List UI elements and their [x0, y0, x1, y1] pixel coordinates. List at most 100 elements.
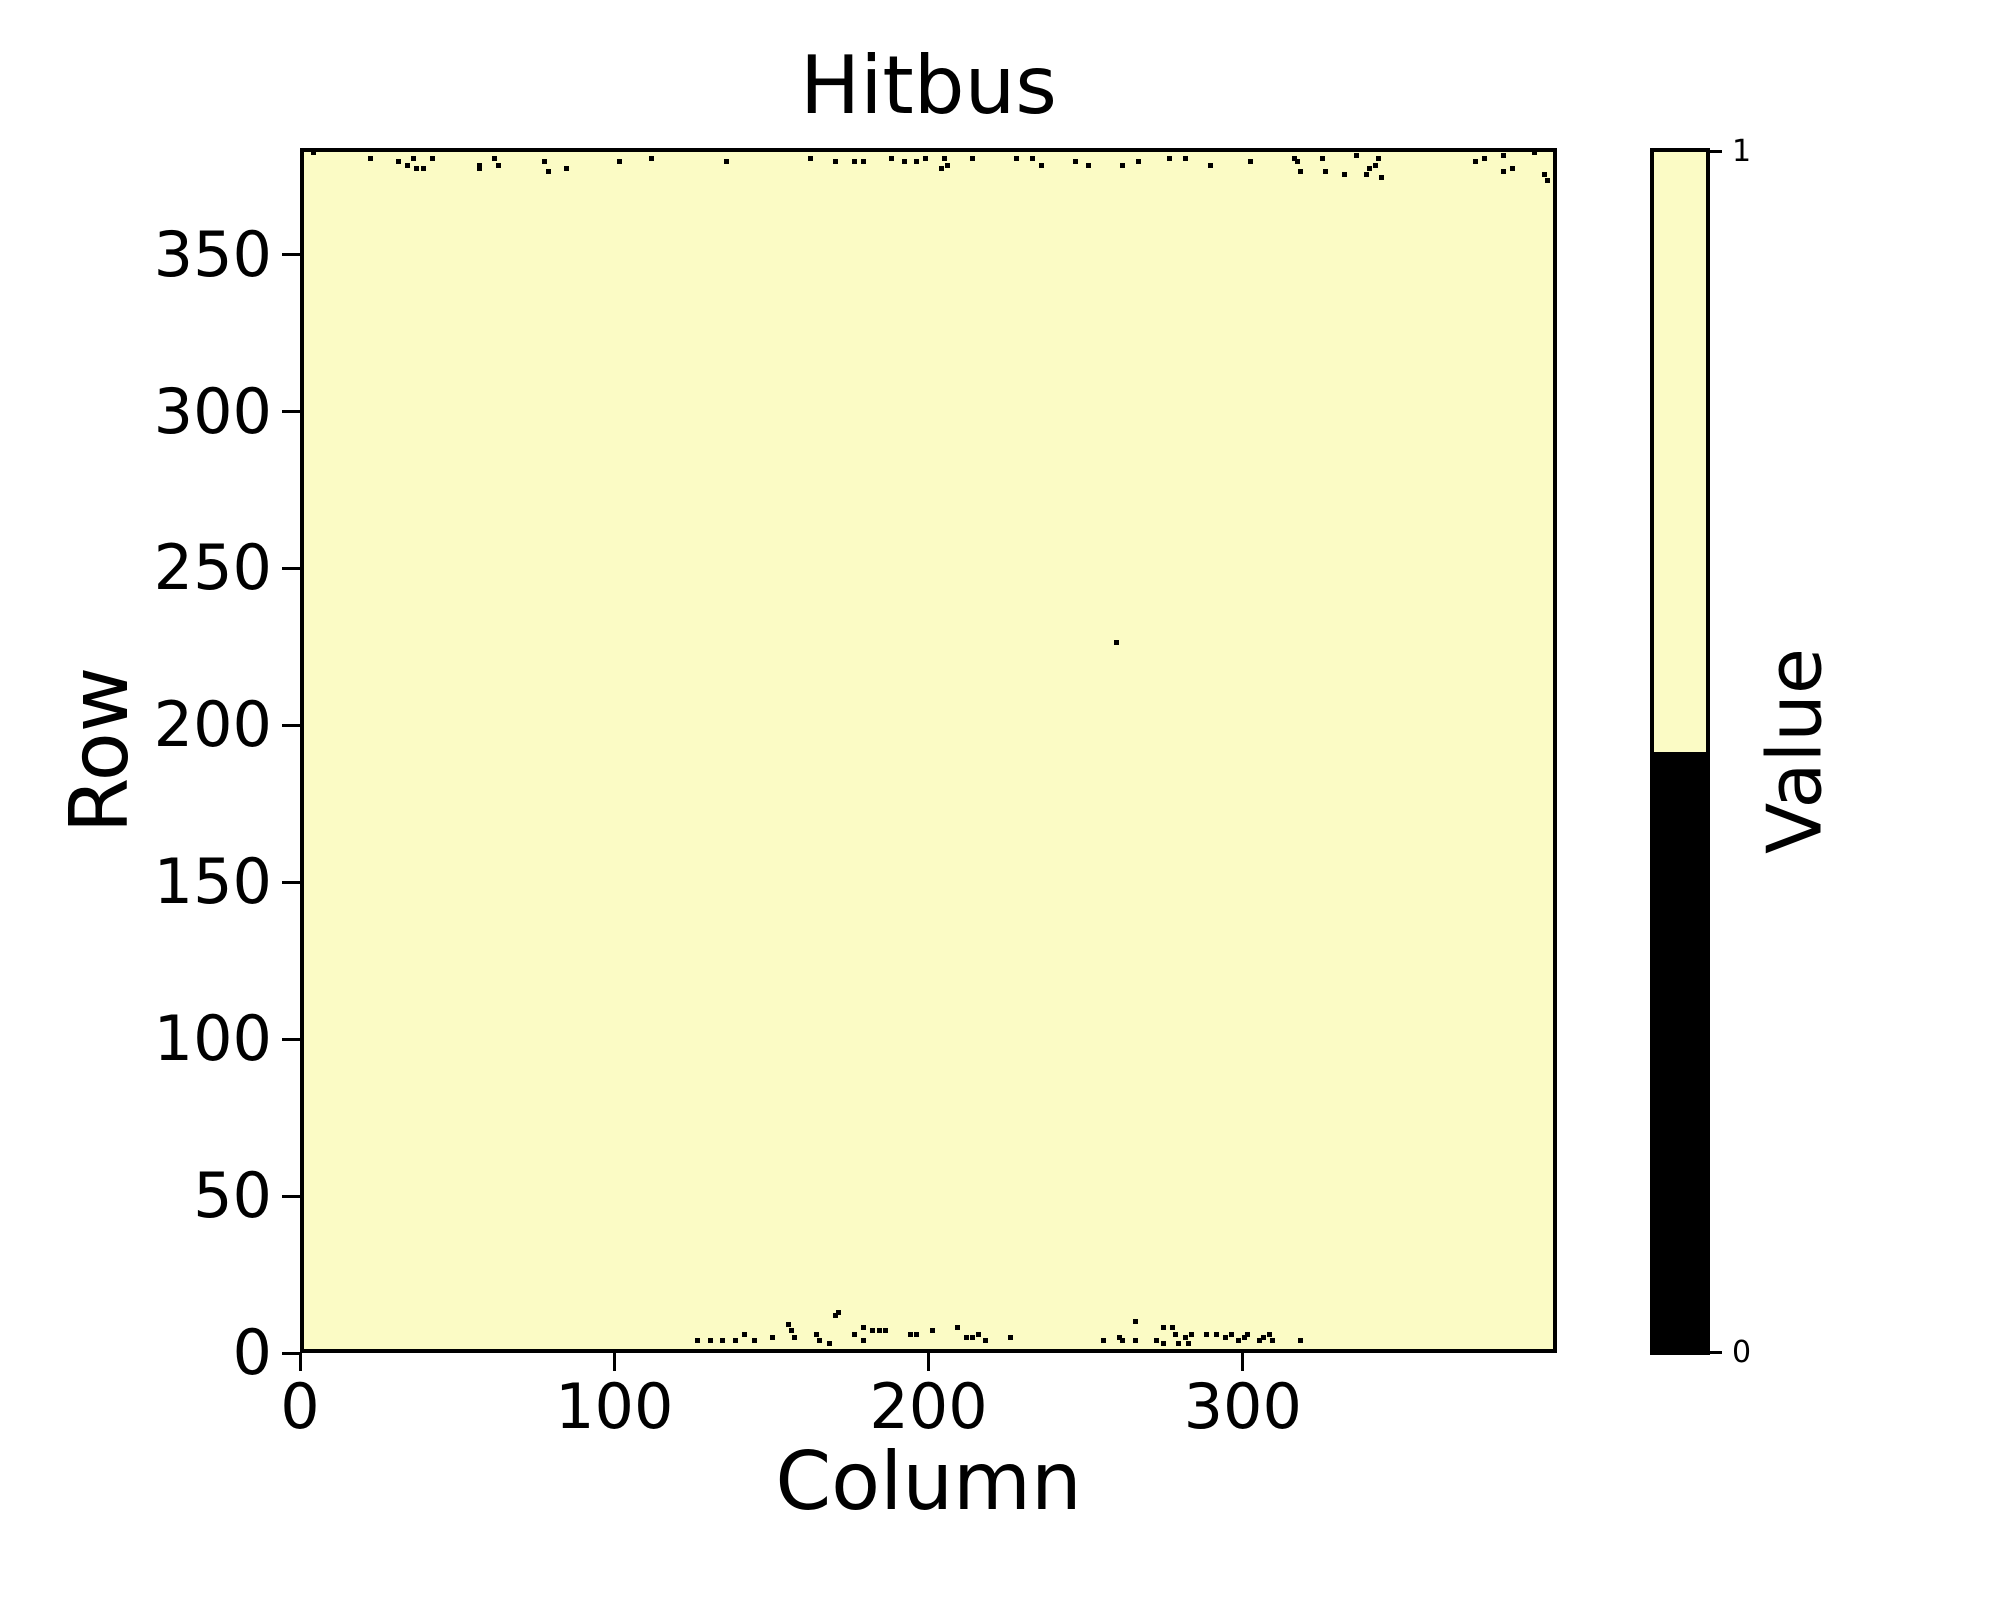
zero-pixel-dot: [1160, 1325, 1166, 1331]
zero-pixel-dot: [1166, 156, 1172, 162]
x-tick-mark: [612, 1353, 616, 1371]
zero-pixel-dot: [495, 162, 501, 168]
y-axis-label: Row: [53, 666, 146, 834]
zero-pixel-dot: [751, 1337, 757, 1343]
zero-pixel-dot: [1323, 168, 1329, 174]
zero-pixel-dot: [929, 1328, 935, 1334]
zero-pixel-dot: [1248, 159, 1254, 165]
zero-pixel-dot: [970, 156, 976, 162]
zero-pixel-dot: [1379, 175, 1385, 181]
zero-pixel-dot: [1482, 156, 1488, 162]
zero-pixel-dot: [1291, 156, 1297, 162]
zero-pixel-dot: [1298, 1337, 1304, 1343]
zero-pixel-dot: [907, 1331, 913, 1337]
y-tick-label: 250: [153, 531, 272, 605]
zero-pixel-dot: [914, 159, 919, 165]
x-tick-label: 300: [1183, 1370, 1302, 1443]
zero-pixel-dot: [1544, 178, 1550, 184]
zero-pixel-dot: [851, 159, 857, 165]
zero-pixel-dot: [1373, 162, 1379, 168]
zero-pixel-dot: [876, 1328, 882, 1334]
x-tick-mark: [927, 1353, 930, 1371]
zero-pixel-dot: [792, 1334, 798, 1340]
zero-pixel-dot: [982, 1337, 988, 1343]
zero-pixel-dot: [1073, 159, 1079, 165]
zero-pixel-dot: [1363, 171, 1369, 177]
zero-pixel-dot: [1376, 156, 1382, 162]
zero-pixel-dot: [720, 1337, 726, 1343]
zero-pixel-dot: [1266, 1331, 1272, 1337]
y-tick-mark: [282, 1351, 300, 1355]
zero-pixel-dot: [923, 156, 929, 162]
zero-pixel-dot: [785, 1322, 791, 1328]
zero-pixel-dot: [1541, 171, 1547, 177]
zero-pixel-dot: [870, 1328, 876, 1334]
x-tick-mark: [298, 1353, 302, 1371]
zero-pixel-dot: [1260, 1334, 1266, 1340]
zero-pixel-dot: [1298, 168, 1304, 174]
zero-pixel-dot: [1182, 1334, 1188, 1340]
zero-pixel-dot: [938, 165, 944, 171]
x-tick-label: 100: [555, 1370, 674, 1443]
zero-pixel-dot: [1113, 639, 1119, 645]
zero-pixel-dot: [414, 165, 420, 171]
chart-title: Hitbus: [800, 39, 1057, 132]
zero-pixel-dot: [976, 1331, 982, 1337]
zero-pixel-dot: [1173, 1331, 1179, 1337]
zero-pixel-dot: [1354, 153, 1360, 159]
zero-pixel-dot: [742, 1331, 748, 1337]
colorbar-value-0-swatch: [1654, 751, 1706, 1351]
colorbar: [1650, 148, 1710, 1355]
zero-pixel-dot: [945, 162, 951, 168]
y-tick-label: 50: [193, 1159, 272, 1233]
colorbar-tick-mark-0: [1710, 1351, 1722, 1354]
zero-pixel-dot: [492, 156, 498, 162]
zero-pixel-dot: [832, 1312, 838, 1318]
colorbar-tick-label-0: 0: [1732, 1335, 1752, 1370]
x-tick-label: 200: [869, 1370, 988, 1443]
zero-pixel-dot: [1257, 1337, 1263, 1343]
zero-pixel-dot: [1116, 1334, 1122, 1340]
y-tick-label: 300: [153, 374, 272, 448]
colorbar-value-1-swatch: [1654, 152, 1706, 752]
zero-pixel-dot: [814, 1331, 820, 1337]
x-tick-mark: [1241, 1353, 1245, 1371]
zero-pixel-dot: [1085, 162, 1091, 168]
zero-pixel-dot: [1294, 159, 1300, 165]
zero-pixel-dot: [1207, 162, 1213, 168]
zero-pixel-dot: [860, 1337, 866, 1343]
zero-pixel-dot: [1007, 1334, 1013, 1340]
zero-pixel-dot: [1244, 1331, 1250, 1337]
zero-pixel-dot: [1501, 153, 1507, 159]
zero-pixel-dot: [1188, 1331, 1194, 1337]
zero-pixel-dot: [1160, 1340, 1166, 1346]
zero-pixel-dot: [542, 159, 548, 165]
zero-pixel-dot: [545, 168, 551, 174]
y-tick-mark: [282, 1037, 300, 1041]
y-tick-label: 100: [153, 1002, 272, 1076]
zero-pixel-dot: [851, 1331, 857, 1337]
zero-pixel-dot: [695, 1337, 701, 1343]
zero-pixel-dot: [1154, 1337, 1160, 1343]
colorbar-label: Value: [1750, 648, 1839, 854]
zero-pixel-dot: [963, 1334, 969, 1340]
zero-pixel-dot: [1319, 156, 1325, 162]
zero-pixel-dot: [889, 156, 895, 162]
zero-pixel-dot: [1170, 1325, 1176, 1331]
zero-pixel-dot: [430, 156, 436, 162]
y-tick-mark: [282, 566, 300, 570]
zero-pixel-dot: [617, 159, 623, 165]
zero-pixel-dot: [1176, 1340, 1182, 1346]
zero-pixel-dot: [826, 1340, 832, 1346]
zero-pixel-dot: [1135, 159, 1141, 165]
zero-pixel-dot: [420, 165, 426, 171]
zero-pixel-dot: [1229, 1331, 1235, 1337]
zero-pixel-dot: [732, 1337, 738, 1343]
zero-pixel-dot: [1472, 159, 1478, 165]
zero-pixel-dot: [395, 159, 401, 165]
zero-pixel-dot: [1223, 1334, 1229, 1340]
zero-pixel-dot: [901, 159, 907, 165]
y-tick-mark: [282, 1194, 300, 1198]
zero-pixel-dot: [411, 156, 417, 162]
zero-pixel-dot: [1029, 156, 1035, 162]
